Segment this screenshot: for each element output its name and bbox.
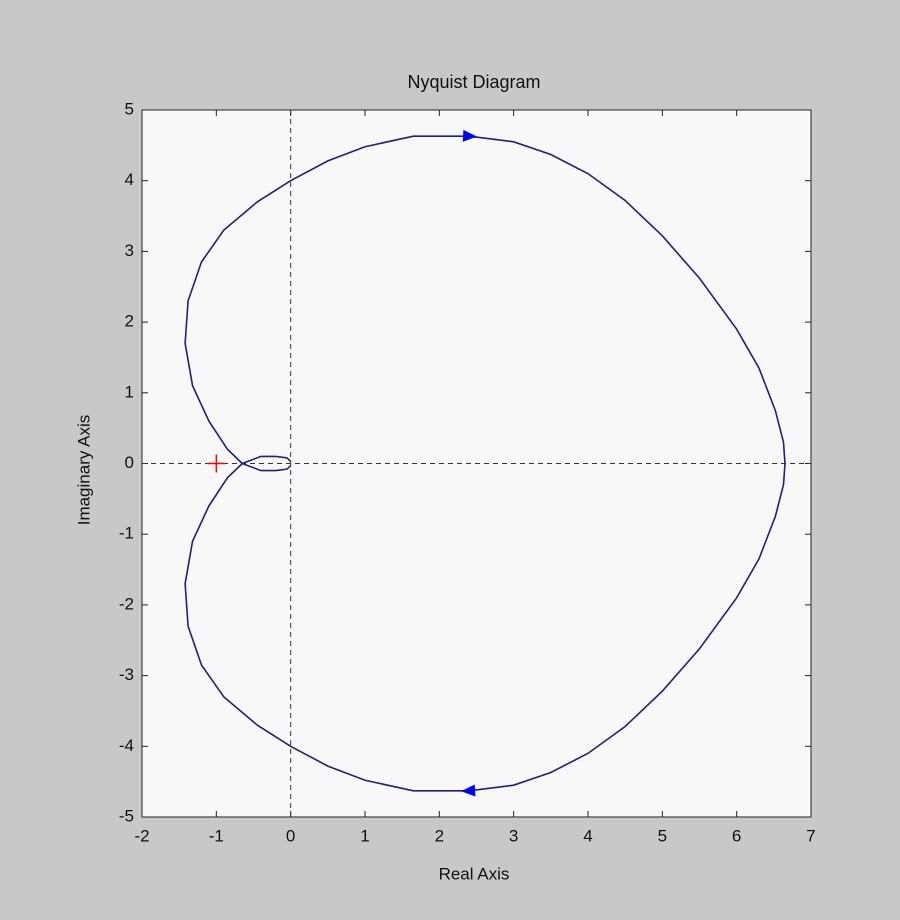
critical-point [207,454,226,473]
chart-title: Nyquist Diagram [407,72,540,92]
x-tick-label: 2 [435,826,444,845]
nyquist-curve [184,135,786,792]
x-tick-label: 7 [806,826,815,845]
x-tick-label: -2 [134,826,149,845]
y-tick-label: 5 [125,99,134,118]
y-tick-label: 1 [125,382,134,401]
x-tick-label: 0 [286,826,295,845]
x-tick-label: 5 [658,826,667,845]
y-tick-label: -4 [119,736,134,755]
y-tick-label: -5 [119,806,134,825]
y-tick-label: 0 [125,453,134,472]
y-tick-label: 3 [125,241,134,260]
direction-arrow [462,129,478,142]
y-axis-label: Imaginary Axis [74,415,93,526]
x-tick-label: 1 [360,826,369,845]
x-axis-label: Real Axis [439,864,510,883]
x-tick-label: -1 [209,826,224,845]
x-tick-label: 6 [732,826,741,845]
y-tick-label: 2 [125,312,134,331]
y-tick-label: -1 [119,524,134,543]
y-tick-label: 4 [125,170,134,189]
x-tick-label: 4 [583,826,592,845]
y-tick-label: -3 [119,665,134,684]
x-tick-label: 3 [509,826,518,845]
y-tick-label: -2 [119,594,134,613]
direction-arrow [461,784,476,797]
